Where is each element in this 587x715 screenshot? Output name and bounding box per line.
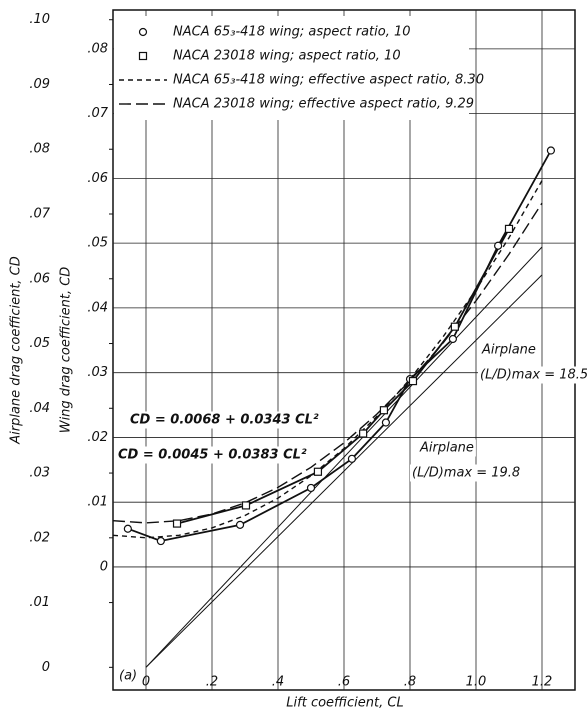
data-point: [408, 376, 418, 386]
y-axis-label: Wing drag coefficient, CD: [59, 267, 74, 434]
y2-axis-label: Airplane drag coefficient, CD: [9, 256, 24, 445]
x-tick-label: .8: [404, 675, 416, 690]
data-point: [359, 429, 368, 438]
legend-label: NACA 23018 wing; aspect ratio, 10: [173, 49, 401, 64]
data-point: [494, 241, 503, 250]
legend-label: NACA 65₃-418 wing; effective aspect rati…: [173, 73, 484, 88]
y-tick-label: .08: [87, 41, 108, 56]
data-point: [381, 418, 391, 427]
y-tick-label: 0: [100, 559, 108, 574]
series-line: [127, 150, 552, 542]
annotation-bg: [479, 341, 538, 359]
annotation-bg: [478, 366, 587, 384]
legend-box: [114, 16, 469, 120]
y2-tick-label: 0: [42, 660, 50, 675]
annotation-bg: [128, 411, 321, 429]
annotation: CD = 0.0045 + 0.0383 CL²: [118, 448, 307, 463]
annotation-bg: [417, 439, 476, 457]
data-point: [448, 334, 457, 344]
data-point: [172, 519, 182, 528]
x-tick-label: 0: [142, 675, 150, 690]
series-line: [145, 274, 543, 668]
x-tick-label: .6: [338, 675, 350, 690]
x-tick-label: 1.2: [532, 675, 553, 690]
y2-tick-label: .08: [29, 142, 50, 157]
x-tick-label: .2: [206, 675, 218, 690]
data-point: [450, 322, 459, 331]
annotation-bg: [410, 464, 523, 482]
annotation: CD = 0.0068 + 0.0343 CL²: [130, 413, 319, 428]
y-tick-label: .03: [87, 365, 108, 380]
data-point: [504, 224, 514, 233]
legend-marker: [138, 51, 148, 61]
data-point: [123, 524, 132, 533]
data-point: [347, 454, 357, 463]
series-line: [112, 202, 543, 524]
y-tick-label: .06: [87, 171, 108, 186]
data-point: [546, 146, 556, 155]
data-point: [306, 483, 316, 493]
y2-tick-label: .04: [29, 401, 50, 416]
y-tick-label: .02: [87, 430, 108, 445]
data-point: [313, 467, 323, 476]
series-line: [145, 246, 543, 668]
y2-tick-label: .02: [29, 530, 50, 545]
y2-tick-label: .07: [29, 207, 50, 222]
annotation: (L/D)max = 18.5: [480, 368, 587, 383]
data-point: [156, 536, 165, 546]
x-tick-label: 1.0: [466, 675, 487, 690]
series-line: [112, 180, 543, 539]
y-tick-label: .07: [87, 106, 108, 121]
legend-marker: [138, 27, 148, 37]
panel-label: (a): [119, 669, 137, 684]
y2-tick-label: .03: [29, 466, 50, 481]
y-tick-label: .01: [87, 495, 108, 510]
annotation: Airplane: [481, 343, 536, 358]
y2-tick-label: .01: [29, 595, 50, 610]
data-point: [235, 520, 245, 529]
x-tick-label: .4: [272, 675, 284, 690]
annotation: Airplane: [419, 441, 474, 456]
data-point: [241, 501, 251, 510]
data-point: [379, 406, 389, 415]
y2-tick-label: .05: [29, 336, 50, 351]
legend-label: NACA 23018 wing; effective aspect ratio,…: [173, 97, 474, 112]
y2-tick-label: .06: [29, 271, 50, 286]
y-tick-label: .04: [87, 300, 108, 315]
x-axis-label: Lift coefficient, CL: [286, 696, 403, 711]
y2-tick-label: .10: [29, 12, 50, 27]
annotation: (L/D)max = 19.8: [412, 466, 520, 481]
legend-label: NACA 65₃-418 wing; aspect ratio, 10: [173, 25, 411, 40]
y-tick-label: .05: [87, 236, 108, 251]
annotation-bg: [116, 446, 309, 464]
y2-tick-label: .09: [29, 77, 50, 92]
